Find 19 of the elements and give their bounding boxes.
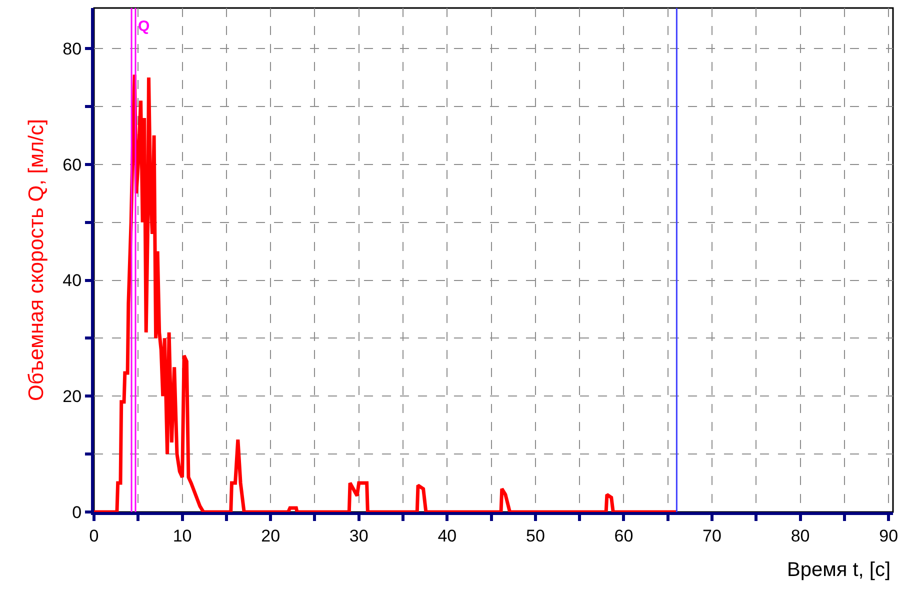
x-axis-title: Время t, [с] (787, 559, 891, 581)
y-tick-label: 40 (62, 271, 82, 290)
x-tick-label: 90 (879, 526, 898, 546)
x-tick-label: 20 (261, 526, 280, 546)
y-axis-title: Объемная скорость Q, [мл/с] (24, 119, 48, 401)
x-tick-label: 30 (349, 526, 368, 546)
x-tick-label: 80 (790, 526, 810, 546)
x-tick-label: 70 (702, 526, 722, 546)
y-tick-label: 0 (72, 502, 82, 522)
x-tick-label: 50 (526, 526, 545, 546)
y-tick-label: 80 (62, 40, 82, 58)
x-tick-label: 0 (89, 526, 99, 546)
y-tick-label: 20 (62, 387, 82, 406)
ref-line-label: Q (138, 18, 150, 35)
x-tick-label: 60 (614, 526, 634, 546)
x-tick-label: 40 (438, 526, 457, 546)
y-tick-label: 60 (62, 155, 82, 174)
x-tick-label: 10 (172, 526, 192, 546)
line-series (94, 72, 678, 512)
